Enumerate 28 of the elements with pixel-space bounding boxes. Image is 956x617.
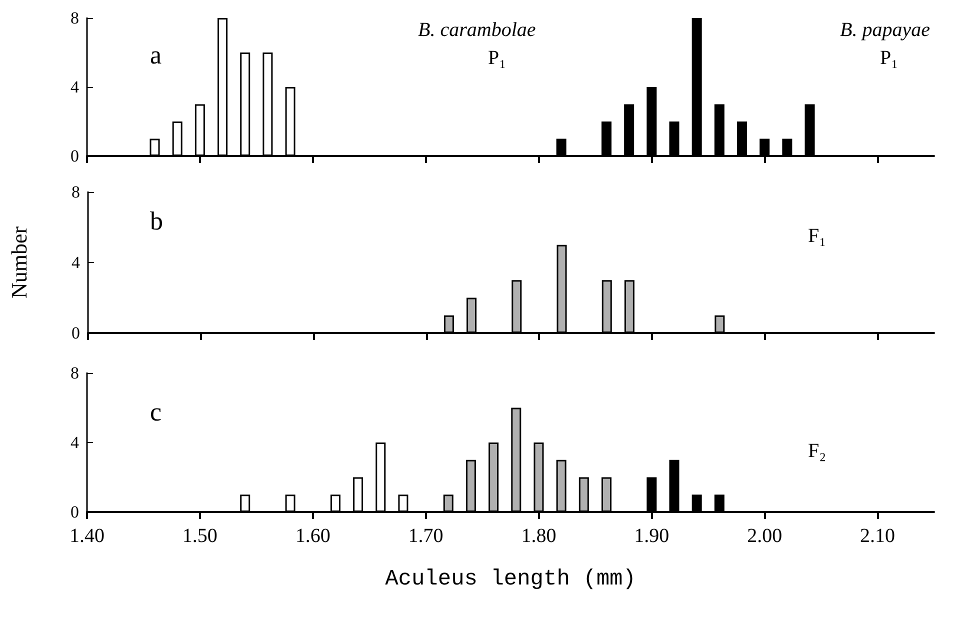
annotation: a [150, 40, 162, 70]
y-tick-label: 8 [70, 364, 79, 382]
annotation: P₁ [880, 47, 898, 69]
annotation: B. carambolae [418, 19, 536, 41]
annotation: F₂ [808, 440, 826, 462]
x-tick-label: 1.60 [295, 525, 330, 547]
y-tick-label: 4 [72, 253, 80, 272]
y-tick-label: 4 [70, 78, 80, 96]
x-tick-label: 1.70 [408, 525, 444, 547]
y-tick-label: 8 [70, 8, 79, 28]
x-tick-label: 1.80 [521, 525, 556, 547]
y-tick-label: 8 [72, 182, 80, 202]
x-tick-label: 2.10 [860, 525, 896, 547]
x-axis-title: Aculeus length (mm) [385, 566, 636, 592]
x-tick-label: 1.50 [182, 525, 218, 547]
x-tick-label: 1.40 [70, 525, 104, 547]
annotation: F₁ [808, 225, 826, 247]
y-tick-label: 0 [72, 324, 80, 342]
x-tick-label: 2.00 [747, 525, 782, 547]
x-tick-label: 1.90 [634, 525, 670, 547]
annotation: b [150, 206, 163, 236]
annotation: P₁ [488, 47, 506, 69]
annotation: c [150, 398, 162, 426]
annotation: B. papayae [840, 19, 930, 41]
y-axis-title: Number [6, 226, 32, 299]
y-tick-label: 4 [70, 433, 80, 452]
y-tick-label: 0 [70, 502, 79, 522]
y-tick-label: 0 [70, 146, 79, 166]
